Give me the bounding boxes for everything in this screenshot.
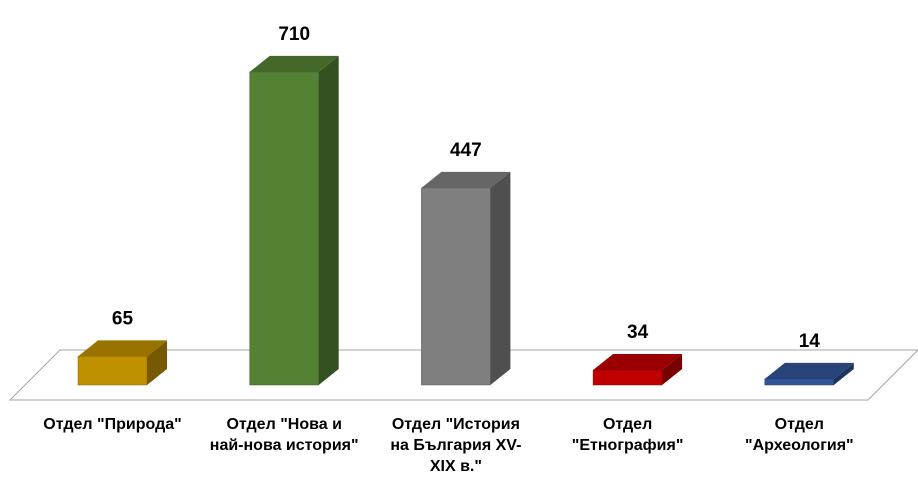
bar-side (833, 362, 854, 385)
bar-side (318, 55, 339, 385)
bar (421, 187, 491, 386)
value-label: 710 (278, 24, 310, 45)
value-label: 14 (799, 331, 821, 352)
bar-side (662, 354, 683, 385)
category-label: Отдел "Природа" (43, 416, 182, 433)
bar-top (421, 171, 511, 188)
category-label: Отдел "Етнография" (571, 416, 684, 454)
bar-top (249, 55, 339, 72)
bar-side (490, 171, 511, 385)
category-label: Отдел "Нова и най-нова история" (209, 416, 359, 454)
bar-top (78, 340, 167, 357)
value-label: 65 (112, 308, 134, 329)
bar (592, 369, 663, 386)
value-label: 447 (450, 140, 482, 161)
bar-side (147, 340, 167, 385)
category-label: Отдел "Археология" (744, 416, 854, 454)
value-label: 34 (627, 322, 649, 343)
bar (249, 71, 319, 386)
bar (77, 356, 148, 386)
bar (764, 378, 835, 386)
category-label: Отдел "История на България XV-XIX в." (390, 416, 522, 475)
bar-top (764, 362, 854, 379)
bar-top (593, 354, 683, 371)
